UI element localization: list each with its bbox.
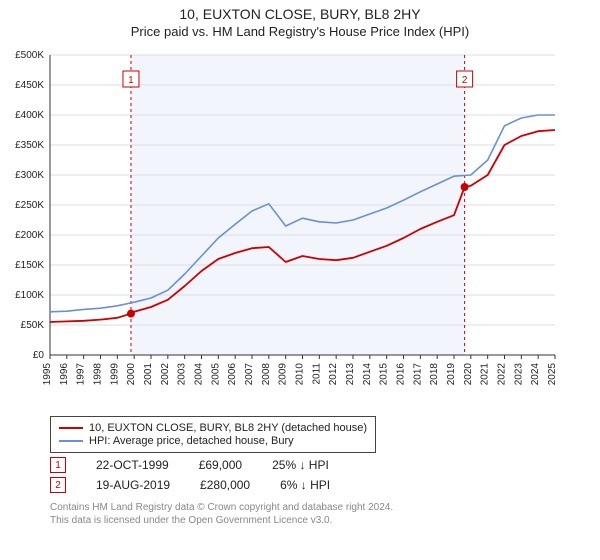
svg-text:1995: 1995 <box>42 363 53 386</box>
svg-text:£50K: £50K <box>21 320 45 331</box>
svg-text:£0: £0 <box>33 350 45 361</box>
svg-text:2015: 2015 <box>379 363 390 386</box>
svg-text:1997: 1997 <box>76 363 87 386</box>
svg-text:2014: 2014 <box>362 363 373 386</box>
svg-text:2009: 2009 <box>278 363 289 386</box>
svg-text:£500K: £500K <box>15 50 44 61</box>
sale-delta: 6% ↓ HPI <box>280 478 330 492</box>
svg-text:2013: 2013 <box>345 363 356 386</box>
svg-text:£250K: £250K <box>15 200 44 211</box>
sale-date: 22-OCT-1999 <box>96 458 169 472</box>
sale-price: £280,000 <box>200 478 250 492</box>
legend-label: 10, EUXTON CLOSE, BURY, BL8 2HY (detache… <box>89 422 367 434</box>
sale-price: £69,000 <box>199 458 242 472</box>
svg-text:2005: 2005 <box>210 363 221 386</box>
svg-text:2000: 2000 <box>126 363 137 386</box>
svg-text:2023: 2023 <box>513 363 524 386</box>
svg-text:2010: 2010 <box>295 363 306 386</box>
legend: 10, EUXTON CLOSE, BURY, BL8 2HY (detache… <box>50 416 376 453</box>
svg-text:2003: 2003 <box>177 363 188 386</box>
svg-text:£150K: £150K <box>15 260 44 271</box>
legend-label: HPI: Average price, detached house, Bury <box>89 435 294 447</box>
svg-text:2007: 2007 <box>244 363 255 386</box>
svg-text:1999: 1999 <box>109 363 120 386</box>
legend-swatch <box>59 440 83 442</box>
svg-text:2001: 2001 <box>143 363 154 386</box>
svg-text:2011: 2011 <box>311 363 322 385</box>
svg-text:2002: 2002 <box>160 363 171 386</box>
svg-text:1: 1 <box>128 75 134 86</box>
sale-marker-icon: 2 <box>50 477 66 493</box>
sale-row: 1 22-OCT-1999 £69,000 25% ↓ HPI <box>50 457 600 473</box>
svg-text:2018: 2018 <box>429 363 440 386</box>
svg-text:1996: 1996 <box>59 363 70 386</box>
svg-text:£350K: £350K <box>15 140 44 151</box>
svg-text:2012: 2012 <box>328 363 339 386</box>
svg-text:2021: 2021 <box>480 363 491 386</box>
line-chart-svg: £0 £50K £100K £150K £200K £250K £300K £350K £400… <box>0 45 560 405</box>
legend-item: HPI: Average price, detached house, Bury <box>59 435 367 447</box>
svg-text:2019: 2019 <box>446 363 457 386</box>
svg-text:2020: 2020 <box>463 363 474 386</box>
sale-date: 19-AUG-2019 <box>96 478 170 492</box>
svg-text:£100K: £100K <box>15 290 44 301</box>
svg-text:£400K: £400K <box>15 110 44 121</box>
svg-text:1998: 1998 <box>93 363 104 386</box>
svg-text:2022: 2022 <box>497 363 508 386</box>
sale-delta: 25% ↓ HPI <box>272 458 329 472</box>
footer-line: Contains HM Land Registry data © Crown c… <box>50 501 600 514</box>
chart-title-subtitle: Price paid vs. HM Land Registry's House … <box>0 24 600 39</box>
svg-text:2025: 2025 <box>547 363 558 386</box>
svg-text:2: 2 <box>462 75 468 86</box>
legend-item: 10, EUXTON CLOSE, BURY, BL8 2HY (detache… <box>59 422 367 434</box>
svg-text:£300K: £300K <box>15 170 44 181</box>
chart-container: 10, EUXTON CLOSE, BURY, BL8 2HY Price pa… <box>0 6 600 527</box>
footer-line: This data is licensed under the Open Gov… <box>50 514 600 527</box>
svg-text:2006: 2006 <box>227 363 238 386</box>
svg-text:2008: 2008 <box>261 363 272 386</box>
svg-text:£450K: £450K <box>15 80 44 91</box>
legend-swatch <box>59 427 83 429</box>
sale-marker-icon: 1 <box>50 457 66 473</box>
chart-title-address: 10, EUXTON CLOSE, BURY, BL8 2HY <box>0 6 600 22</box>
chart-plot-area: £0 £50K £100K £150K £200K £250K £300K £350K £400… <box>0 45 600 410</box>
svg-text:2016: 2016 <box>396 363 407 386</box>
svg-text:2004: 2004 <box>194 363 205 386</box>
sale-row: 2 19-AUG-2019 £280,000 6% ↓ HPI <box>50 477 600 493</box>
svg-text:2024: 2024 <box>530 363 541 386</box>
svg-text:£200K: £200K <box>15 230 44 241</box>
footer-attribution: Contains HM Land Registry data © Crown c… <box>50 501 600 527</box>
svg-text:2017: 2017 <box>412 363 423 386</box>
